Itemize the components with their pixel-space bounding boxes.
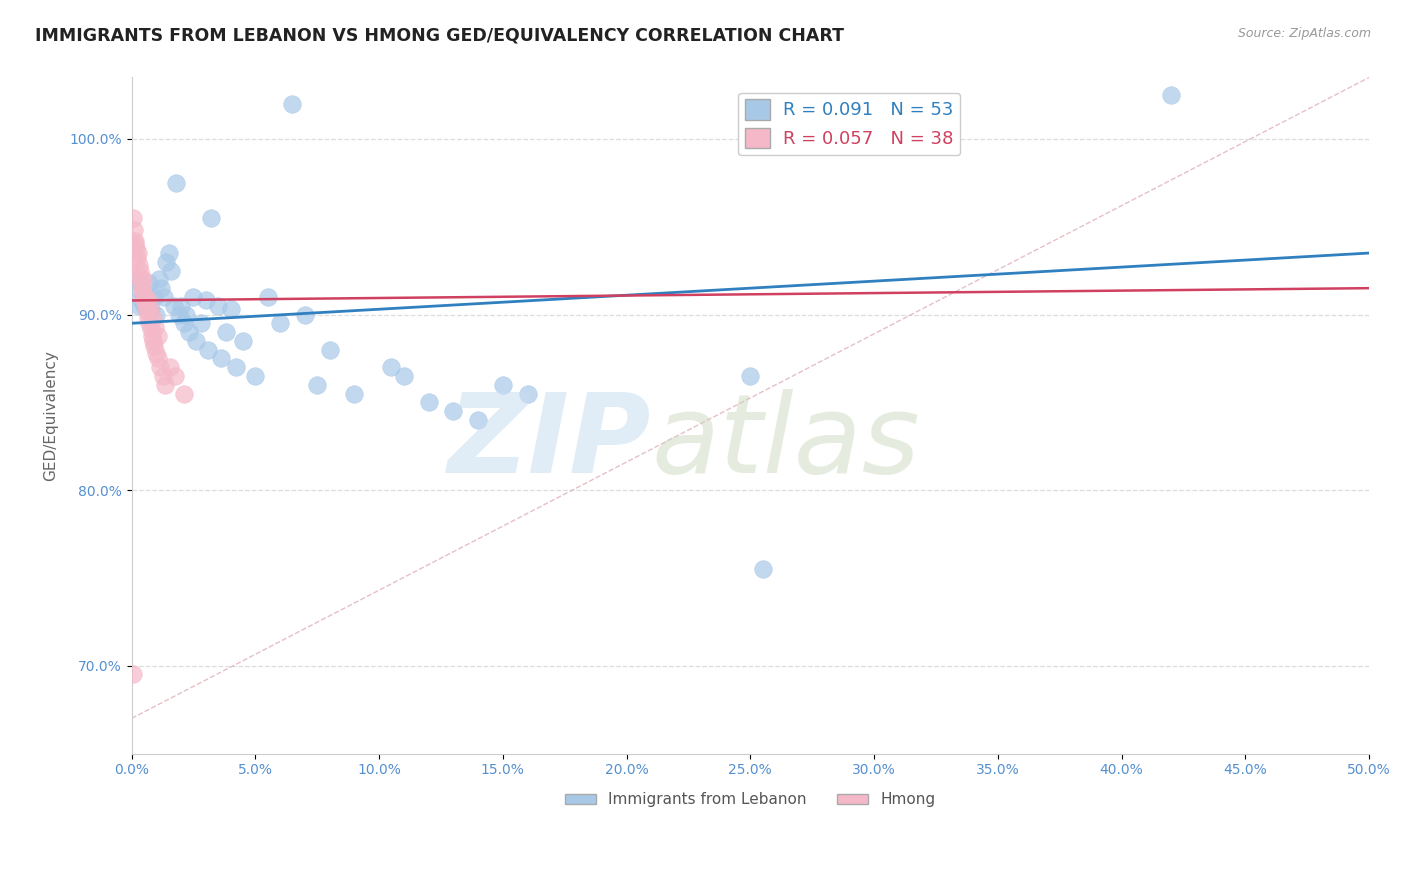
Point (145, 346, 167, 360)
Point (153, 377, 176, 392)
Point (197, 343, 219, 357)
Point (124, 237, 146, 252)
Point (256, 290, 278, 304)
Point (190, 316, 212, 330)
Point (418, 395, 440, 409)
Point (131, 293, 153, 308)
Point (146, 328, 169, 343)
Point (132, 286, 155, 301)
Point (751, 562, 773, 576)
Point (516, 386, 538, 401)
Point (139, 302, 162, 317)
Point (165, 176, 187, 190)
Point (134, 290, 156, 304)
Point (245, 368, 267, 383)
Point (173, 386, 195, 401)
Point (380, 360, 402, 375)
Point (128, 299, 150, 313)
Point (141, 328, 163, 343)
Point (125, 252, 148, 266)
Point (143, 319, 166, 334)
Point (163, 368, 186, 383)
Y-axis label: GED/Equivalency: GED/Equivalency (44, 350, 58, 481)
Point (129, 276, 152, 290)
Point (125, 281, 148, 295)
Point (128, 268, 150, 283)
Point (150, 281, 173, 295)
Text: IMMIGRANTS FROM LEBANON VS HMONG GED/EQUIVALENCY CORRELATION CHART: IMMIGRANTS FROM LEBANON VS HMONG GED/EQU… (35, 27, 844, 45)
Point (467, 413, 489, 427)
Point (174, 308, 197, 322)
Point (149, 360, 172, 375)
Point (232, 334, 254, 348)
Point (121, 667, 143, 681)
Point (131, 281, 153, 295)
Text: Source: ZipAtlas.com: Source: ZipAtlas.com (1237, 27, 1371, 40)
Text: ZIP: ZIP (449, 389, 651, 496)
Point (1160, 88, 1182, 103)
Point (125, 241, 148, 255)
Point (441, 404, 464, 418)
Point (146, 351, 169, 366)
Point (142, 290, 165, 304)
Point (200, 211, 222, 225)
Point (269, 316, 291, 330)
Text: atlas: atlas (651, 389, 920, 496)
Point (141, 302, 163, 317)
Point (157, 246, 180, 260)
Point (343, 386, 366, 401)
Point (194, 293, 217, 308)
Point (132, 299, 155, 313)
Point (124, 234, 146, 248)
Point (142, 311, 165, 326)
Point (143, 339, 166, 353)
Point (219, 302, 242, 317)
Point (128, 258, 150, 272)
Point (127, 246, 149, 260)
Point (132, 272, 155, 286)
Point (148, 272, 170, 286)
Point (214, 325, 236, 339)
Point (159, 360, 181, 375)
Point (139, 321, 162, 335)
Point (135, 304, 157, 318)
Point (135, 299, 157, 313)
Point (167, 308, 190, 322)
Point (122, 223, 145, 237)
Point (129, 263, 152, 277)
Legend: Immigrants from Lebanon, Hmong: Immigrants from Lebanon, Hmong (560, 786, 942, 814)
Point (392, 368, 415, 383)
Point (207, 299, 229, 313)
Point (307, 377, 329, 392)
Point (152, 368, 174, 383)
Point (155, 255, 177, 269)
Point (121, 211, 143, 225)
Point (134, 293, 156, 308)
Point (138, 311, 160, 326)
Point (135, 286, 157, 301)
Point (145, 308, 167, 322)
Point (183, 290, 205, 304)
Point (177, 325, 200, 339)
Point (225, 360, 247, 375)
Point (122, 272, 145, 286)
Point (142, 334, 165, 348)
Point (138, 276, 160, 290)
Point (136, 293, 159, 308)
Point (294, 308, 316, 322)
Point (170, 299, 193, 313)
Point (740, 368, 762, 383)
Point (184, 334, 207, 348)
Point (492, 377, 515, 392)
Point (163, 299, 186, 313)
Point (138, 316, 160, 330)
Point (152, 290, 174, 304)
Point (160, 263, 183, 277)
Point (173, 316, 195, 330)
Point (281, 96, 304, 111)
Point (318, 343, 340, 357)
Point (209, 351, 232, 366)
